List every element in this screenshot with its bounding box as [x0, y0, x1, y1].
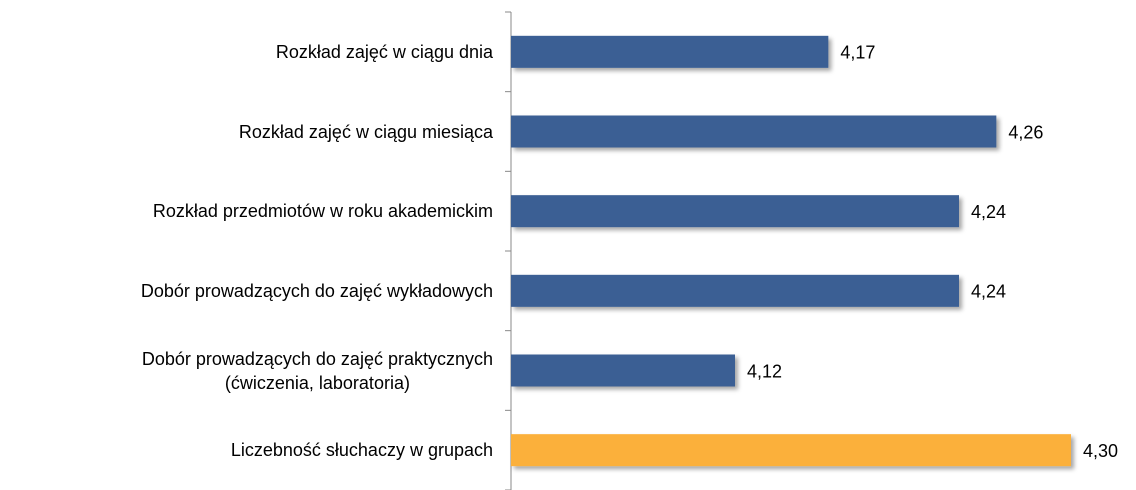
value-label: 4,12 — [747, 361, 782, 381]
value-label: 4,24 — [971, 282, 1006, 302]
bar — [511, 195, 959, 228]
category-label: Dobór prowadzących do zajęć praktycznych… — [141, 348, 493, 393]
value-label: 4,26 — [1008, 122, 1043, 142]
category-label: Rozkład zajęć w ciągu dnia — [275, 41, 493, 62]
bar — [511, 35, 829, 68]
bar — [511, 274, 959, 307]
category-label: Dobór prowadzących do zajęć wykładowych — [140, 280, 493, 301]
category-label: Liczebność słuchaczy w grupach — [230, 440, 493, 461]
bar — [511, 434, 1071, 467]
value-label: 4,24 — [971, 202, 1006, 222]
category-label: Rozkład zajęć w ciągu miesiąca — [238, 121, 493, 142]
value-label: 4,17 — [840, 43, 875, 63]
bar — [511, 354, 735, 387]
value-label: 4,30 — [1083, 441, 1118, 461]
bar — [511, 115, 997, 148]
category-label: Rozkład przedmiotów w roku akademickim — [152, 201, 493, 222]
